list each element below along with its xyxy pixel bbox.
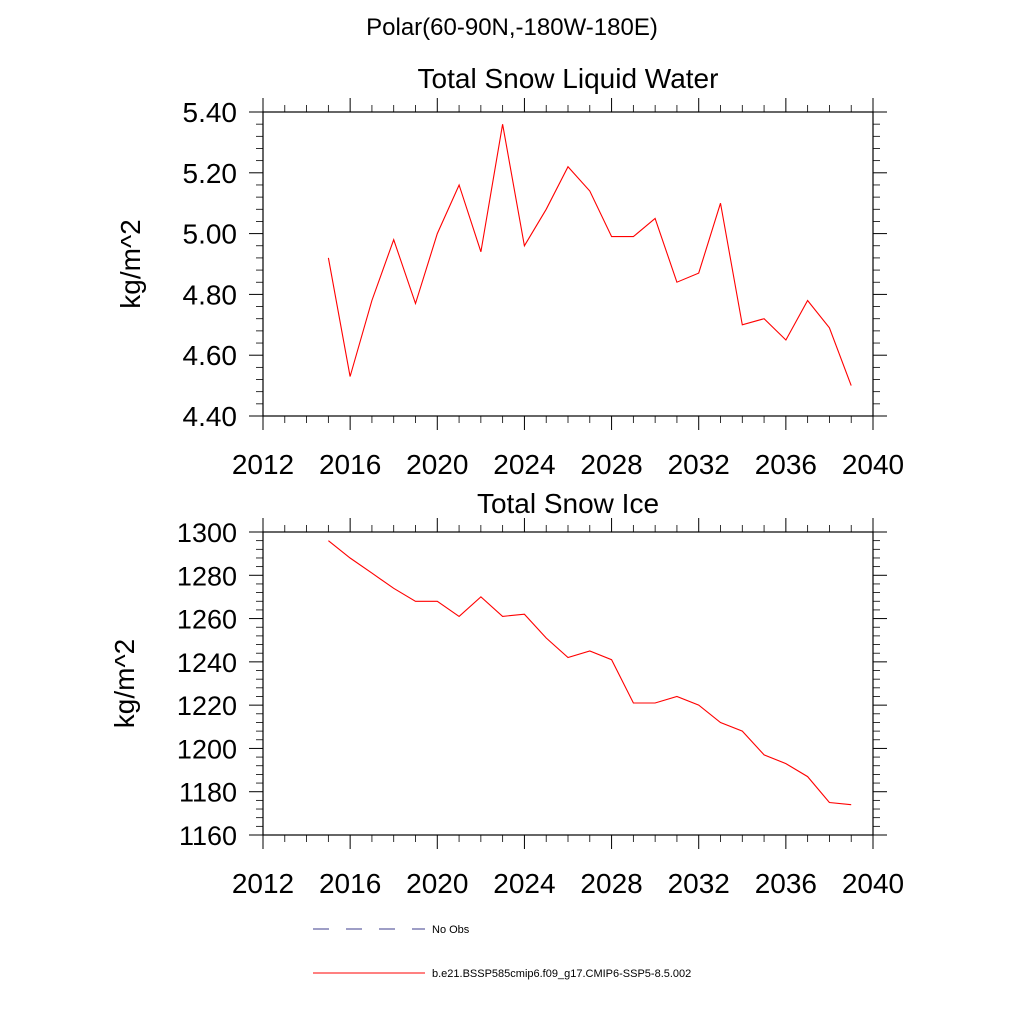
- y-tick-label: 4.40: [183, 401, 238, 432]
- y-tick-label: 1200: [177, 734, 237, 764]
- region-title: Polar(60-90N,-180W-180E): [366, 14, 658, 41]
- plot-panel-2: Total Snow Ice kg/m^2 2012 2016 2020 2024 2028…: [109, 488, 904, 899]
- plot-frame: [262, 531, 874, 836]
- y-tick-label: 5.00: [183, 219, 238, 250]
- x-tick-label: 2016: [319, 449, 381, 480]
- y-tick-label: 1280: [177, 561, 237, 591]
- x-tick-label: 2024: [493, 868, 555, 899]
- x-tick-label: 2020: [406, 868, 468, 899]
- y-tick-label: 1180: [179, 778, 237, 808]
- x-tick-label: 2032: [668, 449, 730, 480]
- x-tick-label: 2040: [842, 449, 904, 480]
- x-tick-label: 2012: [232, 868, 294, 899]
- y-tick-label: 1160: [179, 821, 237, 851]
- series-line: [327, 124, 852, 386]
- y-tick-label: 1260: [177, 605, 237, 635]
- x-tick-label: 2040: [842, 868, 904, 899]
- x-tick-label: 2028: [580, 868, 642, 899]
- y-tick-label: 4.80: [183, 279, 238, 310]
- x-tick-label: 2028: [580, 449, 642, 480]
- x-tick-label: 2024: [493, 449, 555, 480]
- x-tick-label: 2036: [755, 868, 817, 899]
- plot-panel-1: Total Snow Liquid Water kg/m^2 2012 2016 202…: [115, 63, 904, 480]
- y-tick-label: 1300: [177, 518, 237, 548]
- chart-title: Total Snow Ice: [477, 488, 659, 519]
- plot-frame: [262, 111, 874, 417]
- x-tick-label: 2016: [319, 868, 381, 899]
- x-tick-label: 2012: [232, 449, 294, 480]
- y-axis-label: kg/m^2: [109, 639, 140, 728]
- chart-title: Total Snow Liquid Water: [418, 63, 719, 94]
- series-line: [328, 540, 852, 806]
- y-tick-label: 1240: [177, 648, 237, 678]
- y-axis-label: kg/m^2: [115, 219, 146, 308]
- x-tick-label: 2032: [668, 868, 730, 899]
- legend-label-1: No Obs: [432, 924, 470, 936]
- y-tick-label: 5.20: [183, 158, 238, 189]
- y-tick-label: 4.60: [183, 340, 238, 371]
- legend-label-2: b.e21.BSSP585cmip6.f09_g17.CMIP6-SSP5-8.…: [432, 968, 691, 980]
- x-tick-label: 2020: [406, 449, 468, 480]
- x-tick-label: 2036: [755, 449, 817, 480]
- y-tick-label: 5.40: [183, 97, 238, 128]
- y-tick-label: 1220: [177, 691, 237, 721]
- legend: No Obs b.e21.BSSP585cmip6.f09_g17.CMIP6-S…: [313, 924, 691, 980]
